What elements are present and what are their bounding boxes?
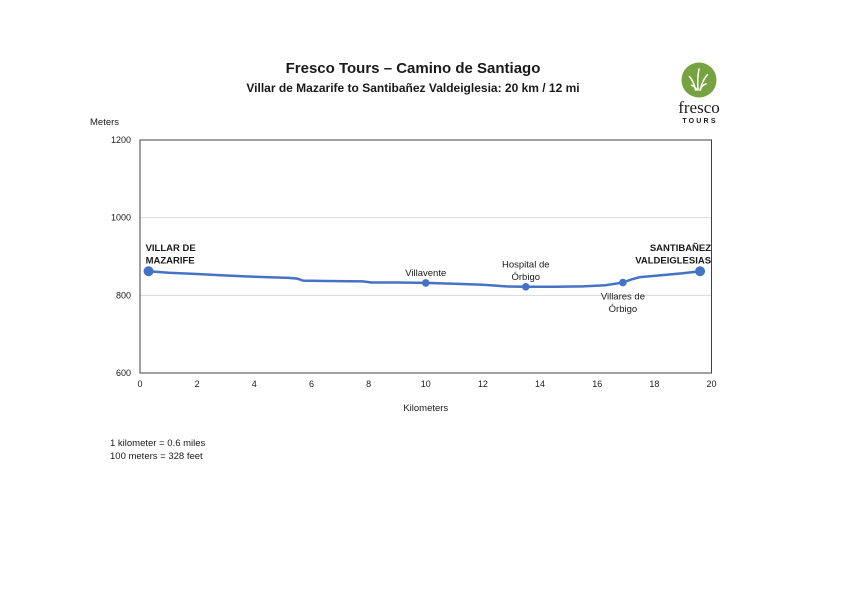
x-axis-title: Kilometers [403, 403, 448, 414]
waypoint-marker [521, 282, 530, 291]
chart-header: Fresco Tours – Camino de Santiago Villar… [0, 60, 826, 96]
y-tick-label: 1000 [111, 213, 131, 223]
x-tick-label: 18 [649, 379, 659, 389]
waypoint-marker [619, 278, 627, 287]
y-tick-label: 600 [116, 368, 131, 378]
waypoint-label: Villavente [405, 268, 446, 279]
page-subtitle: Villar de Mazarife to Santibañez Valdeig… [246, 81, 580, 95]
waypoint-label: VILLAR DE MAZARIFE [146, 243, 196, 266]
x-tick-label: 16 [592, 379, 602, 389]
x-tick-label: 14 [535, 379, 545, 389]
waypoint-marker [421, 279, 430, 287]
unit-conversion-notes: 1 kilometer = 0.6 miles 100 meters = 328… [110, 437, 205, 463]
plot-border [139, 139, 712, 374]
x-tick-label: 8 [366, 379, 371, 389]
logo-tagline: TOURS [682, 118, 717, 125]
waypoint-label: Villares de Órbigo [601, 291, 645, 315]
waypoint-label: Hospital de Órbigo [502, 259, 550, 283]
elevation-line [147, 270, 702, 289]
y-axis-title: Meters [90, 117, 119, 128]
y-tick-label: 1200 [111, 135, 131, 145]
y-tick-label: 800 [116, 290, 131, 300]
x-tick-label: 6 [309, 379, 314, 389]
logo-wordmark: fresco [678, 98, 720, 117]
fresco-tours-logo: fresco TOURS [663, 47, 735, 127]
footnote-meters-feet: 100 meters = 328 feet [110, 451, 203, 462]
x-tick-label: 20 [706, 379, 716, 389]
waypoint-marker [695, 266, 706, 277]
page-title: Fresco Tours – Camino de Santiago [285, 60, 541, 77]
x-tick-label: 2 [195, 379, 200, 389]
grass-leaf-icon [681, 62, 717, 98]
waypoint-label: SANTIBAÑEZ VALDEIGLESIAS [635, 243, 711, 266]
waypoint-marker [143, 266, 154, 277]
x-tick-label: 12 [478, 379, 488, 389]
x-tick-label: 4 [252, 379, 257, 389]
x-tick-label: 10 [421, 379, 431, 389]
x-tick-label: 0 [137, 379, 142, 389]
footnote-km-miles: 1 kilometer = 0.6 miles [110, 438, 206, 449]
